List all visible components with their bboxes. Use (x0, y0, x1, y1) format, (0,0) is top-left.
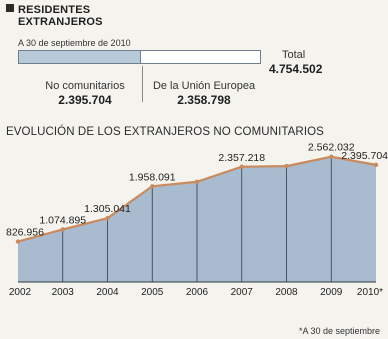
data-point-2009 (329, 154, 334, 159)
stacked-total-bar (18, 50, 261, 64)
header: RESIDENTES EXTRANJEROS (6, 4, 103, 28)
chart-title: EVOLUCIÓN DE LOS EXTRANJEROS NO COMUNITA… (6, 126, 324, 138)
header-title-line1: RESIDENTES (6, 4, 103, 16)
data-point-2004 (105, 215, 110, 221)
segment-value-ue: 2.358.798 (177, 93, 231, 107)
header-title-text-1: RESIDENTES (18, 4, 91, 16)
data-label-2003: 1.074.895 (39, 214, 86, 226)
data-point-2002 (15, 239, 21, 244)
segment-label-no-comunitarios: No comunitarios (45, 80, 125, 92)
x-tick-label-2009: 2009 (320, 287, 343, 298)
total-value: 4.754.502 (269, 62, 323, 76)
x-tick-label-2004: 2004 (96, 287, 119, 298)
segment-divider (142, 66, 143, 102)
segment-value-no-comunitarios: 2.395.704 (58, 93, 112, 107)
date-label: A 30 de septiembre de 2010 (18, 38, 131, 48)
footnote: *A 30 de septiembre (298, 326, 380, 336)
x-tick-label-2002: 2002 (9, 287, 32, 298)
data-label-2007: 2.357.218 (218, 152, 265, 164)
data-point-2008 (284, 163, 289, 169)
total-label: Total (282, 49, 306, 61)
segment-label-ue: De la Unión Europea (152, 80, 256, 92)
data-point-2006 (194, 179, 200, 184)
x-tick-label-2005: 2005 (141, 287, 164, 298)
bar-segment-no-comunitarios (19, 51, 142, 63)
x-tick-label-2010*: 2010* (357, 287, 383, 298)
x-tick-label-2006: 2006 (186, 287, 209, 298)
data-label-2010*: 2.395.704 (341, 150, 388, 162)
data-point-2007 (239, 164, 244, 169)
bullet-square-icon (6, 4, 14, 12)
data-point-2003 (60, 227, 65, 232)
data-label-2009: 2.562.032 (308, 142, 355, 154)
x-tick-label-2008: 2008 (275, 287, 298, 298)
data-point-2010* (373, 162, 379, 168)
data-label-2002: 826.956 (6, 227, 44, 239)
data-point-2005 (150, 184, 155, 189)
data-label-2004: 1.305.041 (84, 203, 131, 215)
x-tick-label-2007: 2007 (231, 287, 254, 298)
header-title-line2: EXTRANJEROS (18, 16, 103, 28)
data-label-2005: 1.958.091 (129, 171, 176, 183)
x-tick-label-2003: 2003 (52, 287, 75, 298)
